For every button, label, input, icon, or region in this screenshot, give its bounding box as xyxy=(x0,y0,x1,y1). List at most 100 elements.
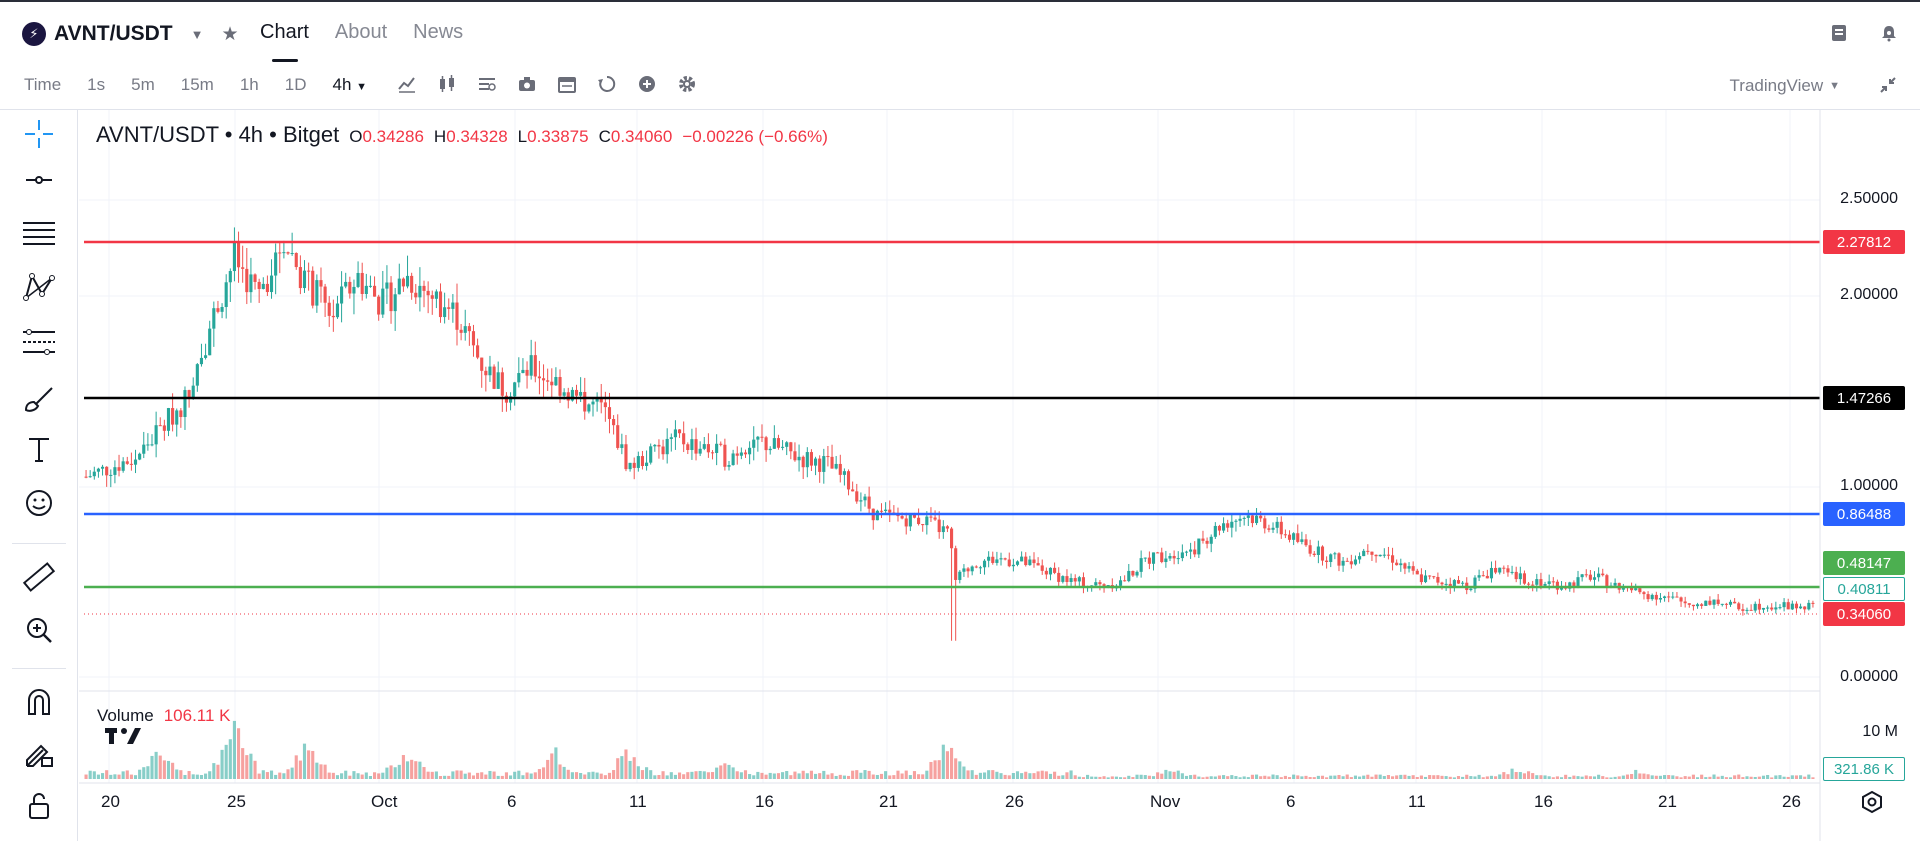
tab-chart[interactable]: Chart xyxy=(260,21,309,62)
candle-body xyxy=(653,444,657,447)
lock-drawing-icon[interactable] xyxy=(19,734,59,774)
ruler-icon[interactable] xyxy=(19,557,59,597)
volume-bar xyxy=(142,767,146,779)
volume-bar xyxy=(220,749,224,779)
volume-bar xyxy=(1040,770,1044,779)
volume-bar xyxy=(995,771,999,779)
candle-body xyxy=(562,392,566,396)
candle-body xyxy=(1246,515,1250,518)
volume-bar xyxy=(1407,775,1411,779)
calendar-icon[interactable] xyxy=(556,73,578,95)
volume-bar xyxy=(1217,775,1222,779)
interval-5m[interactable]: 5m xyxy=(131,75,155,94)
volume-bar xyxy=(1337,774,1341,779)
volume-label[interactable]: Volume xyxy=(97,706,154,725)
candle-type-icon[interactable] xyxy=(436,73,458,95)
volume-bar xyxy=(1242,776,1246,779)
text-icon[interactable] xyxy=(19,430,59,470)
candle-body xyxy=(1044,570,1048,575)
candle-body xyxy=(142,444,146,454)
volume-bar xyxy=(1432,775,1436,779)
collapse-icon[interactable] xyxy=(1878,75,1898,100)
volume-bar xyxy=(760,772,764,779)
alert-bell-icon[interactable] xyxy=(1880,24,1898,42)
interval-time[interactable]: Time xyxy=(24,75,62,94)
volume-bar xyxy=(286,769,290,779)
candle-body xyxy=(941,526,945,533)
candlestick-chart[interactable] xyxy=(79,110,1920,841)
fib-lines-icon[interactable] xyxy=(19,214,59,254)
add-icon[interactable] xyxy=(636,73,658,95)
tab-news[interactable]: News xyxy=(413,21,464,43)
time-axis-label: 25 xyxy=(227,792,246,811)
interval-4h[interactable]: 4h ▼ xyxy=(332,75,367,95)
volume-bar xyxy=(1189,775,1193,779)
chevron-down-icon[interactable]: ▼ xyxy=(190,26,204,42)
candle-body xyxy=(1770,607,1774,610)
projection-icon[interactable] xyxy=(19,322,59,362)
trend-line-icon[interactable] xyxy=(19,160,59,200)
candle-body xyxy=(1283,534,1287,536)
time-axis-label: 6 xyxy=(507,792,517,811)
pattern-icon[interactable] xyxy=(19,267,59,307)
volume-bar xyxy=(702,771,706,779)
templates-icon[interactable] xyxy=(476,73,498,95)
interval-1h[interactable]: 1h xyxy=(239,75,259,94)
chart-provider-select[interactable]: TradingView ▼ xyxy=(1730,76,1840,96)
candle-body xyxy=(414,292,418,298)
candle-body xyxy=(1803,606,1807,610)
candle-body xyxy=(1712,599,1716,605)
candle-body xyxy=(1568,582,1572,589)
camera-icon[interactable] xyxy=(516,73,538,95)
brush-icon[interactable] xyxy=(19,378,59,418)
volume-bar xyxy=(1345,774,1349,779)
magnet-icon[interactable] xyxy=(19,682,59,722)
volume-bar xyxy=(682,774,686,779)
volume-bar xyxy=(459,770,463,779)
volume-bar xyxy=(595,772,599,779)
chart-tools xyxy=(396,73,698,95)
replay-icon[interactable] xyxy=(596,73,618,95)
indicators-icon[interactable] xyxy=(396,73,418,95)
candle-body xyxy=(302,270,307,289)
candle-body xyxy=(1098,582,1102,585)
tab-about[interactable]: About xyxy=(334,21,388,43)
volume-value: 106.11 K xyxy=(163,706,231,725)
volume-bar xyxy=(1621,775,1625,779)
candle-body xyxy=(859,500,863,502)
volume-bar xyxy=(179,770,183,779)
volume-bar xyxy=(471,775,476,779)
candle-body xyxy=(1597,573,1601,578)
interval-15m[interactable]: 15m xyxy=(180,75,214,94)
legend-symbol[interactable]: AVNT/USDT • 4h • Bitget xyxy=(96,122,340,147)
volume-bar xyxy=(426,771,430,779)
candle-body xyxy=(748,447,752,455)
candle-body xyxy=(1679,597,1683,602)
candle-body xyxy=(393,294,397,312)
volume-bar xyxy=(735,771,739,779)
candle-body xyxy=(661,446,665,455)
emoji-icon[interactable] xyxy=(19,483,59,523)
zoom-in-icon[interactable] xyxy=(19,610,59,650)
tradingview-logo-icon[interactable] xyxy=(104,724,146,754)
chart-settings-icon[interactable] xyxy=(1860,790,1884,819)
candle-body xyxy=(1510,571,1514,573)
notes-icon[interactable] xyxy=(1830,24,1848,42)
favorite-star-icon[interactable]: ★ xyxy=(221,23,239,45)
candle-body xyxy=(570,389,574,401)
volume-bar xyxy=(1646,774,1650,779)
volume-bar xyxy=(467,772,471,779)
candle-body xyxy=(1341,560,1345,566)
volume-bar xyxy=(1300,776,1304,779)
candle-body xyxy=(1316,546,1320,556)
volume-bar xyxy=(591,771,595,779)
volume-bar xyxy=(410,759,414,779)
crosshair-icon[interactable] xyxy=(19,114,59,154)
volume-bar xyxy=(1799,775,1803,779)
settings-icon[interactable] xyxy=(676,73,698,95)
interval-1d[interactable]: 1D xyxy=(284,75,307,94)
symbol-selector[interactable]: ⚡ AVNT/USDT ▼ ★ xyxy=(22,22,239,46)
lock-icon[interactable] xyxy=(19,785,59,825)
interval-1s[interactable]: 1s xyxy=(87,75,106,94)
volume-bar xyxy=(1098,776,1102,779)
